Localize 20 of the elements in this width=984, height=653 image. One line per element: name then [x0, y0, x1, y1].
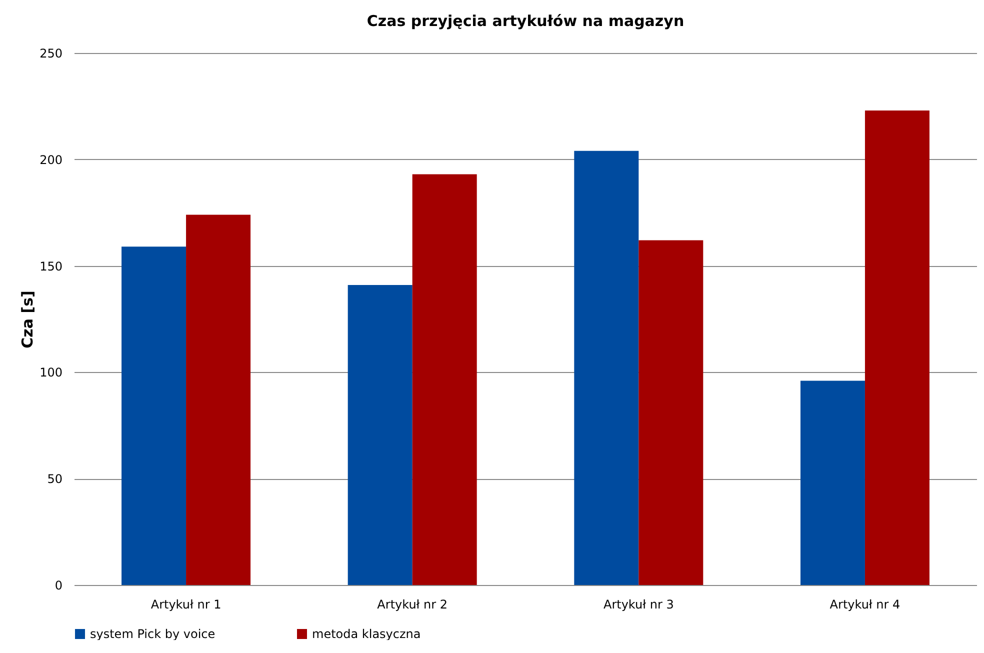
bar: [638, 240, 704, 585]
x-tick-label: Artykuł nr 3: [603, 598, 674, 612]
chart-title: Czas przyjęcia artykułów na magazyn: [366, 12, 684, 30]
y-axis-title: Cza [s]: [18, 290, 37, 348]
bar: [800, 380, 865, 585]
y-tick-label: 200: [40, 152, 62, 167]
bar: [122, 246, 186, 585]
x-tick-label: Artykuł nr 2: [377, 598, 448, 612]
y-tick-label: 50: [47, 472, 62, 486]
y-tick-label: 250: [40, 46, 62, 60]
bar: [864, 110, 930, 585]
x-tick-label: Artykuł nr 1: [150, 598, 222, 612]
x-tick-label: Artykuł nr 4: [830, 598, 900, 612]
bar: [412, 174, 477, 585]
y-tick-label: 150: [40, 259, 62, 274]
y-tick-label: 0: [54, 578, 62, 592]
bar: [574, 150, 639, 585]
y-tick-label: 100: [40, 366, 62, 380]
bar: [348, 284, 412, 585]
bar: [186, 214, 251, 585]
